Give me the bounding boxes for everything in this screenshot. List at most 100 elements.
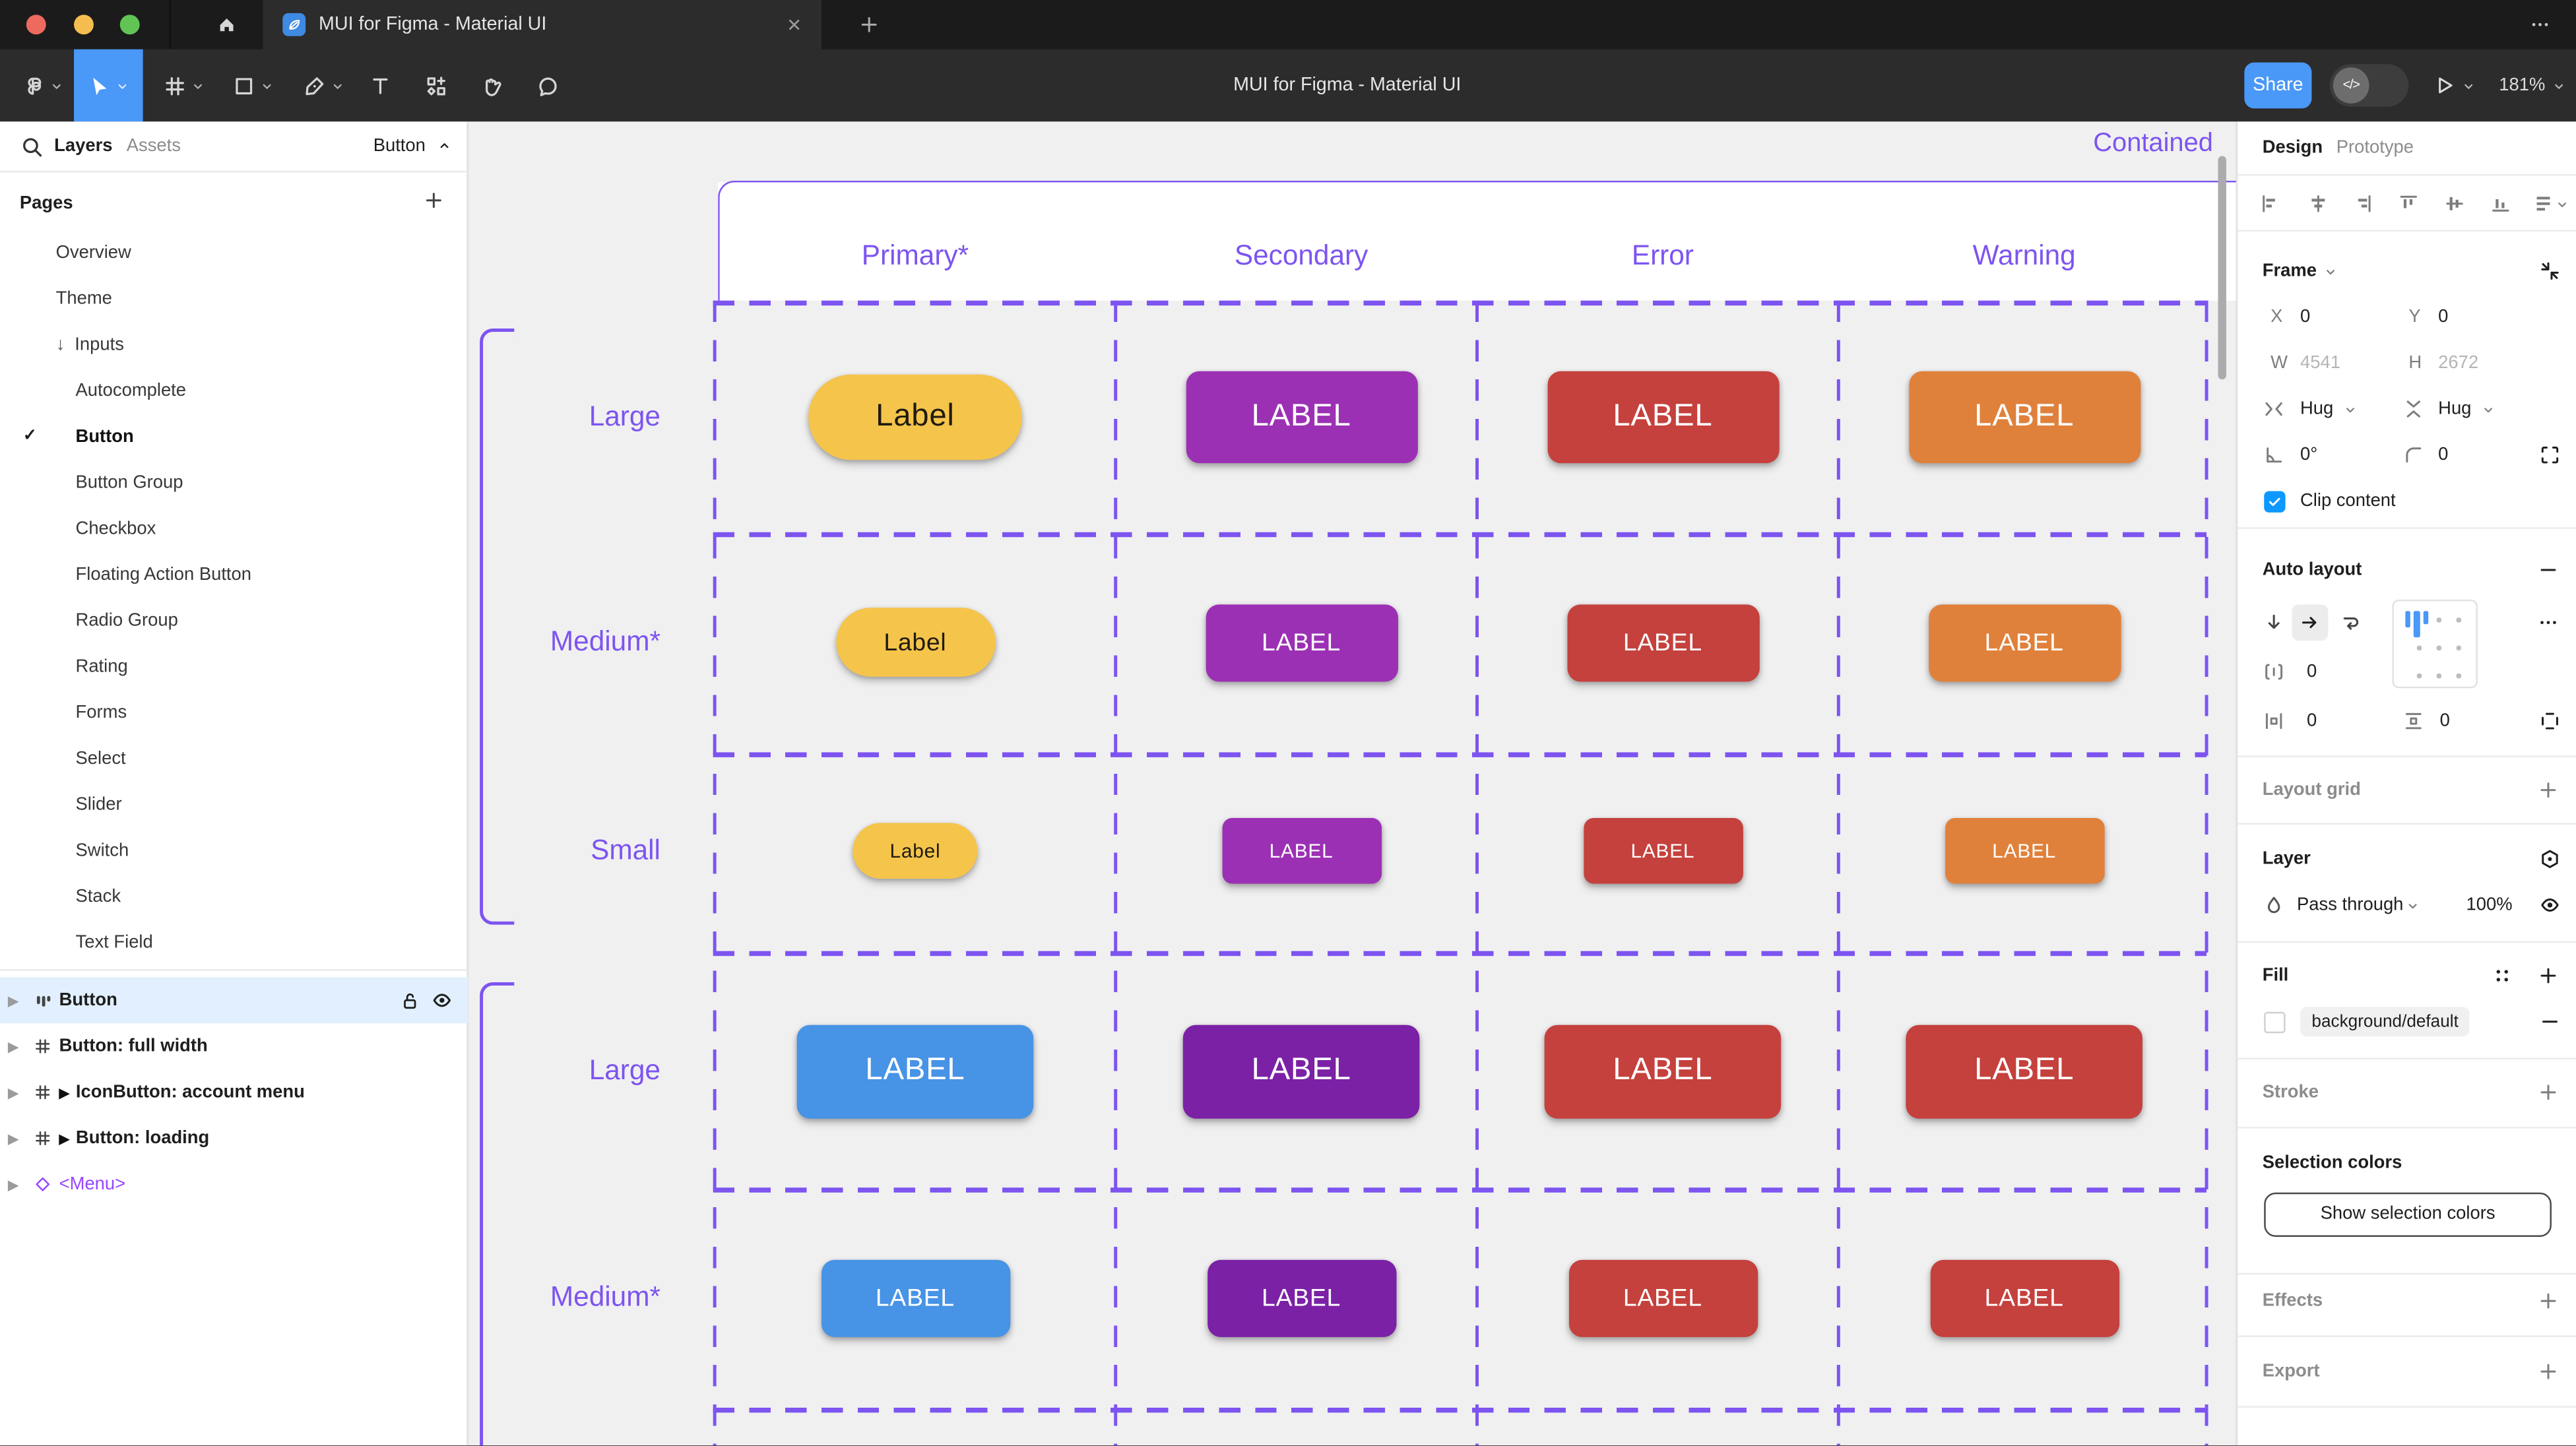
- add-layout-grid-icon[interactable]: [2538, 780, 2558, 800]
- expand-caret-icon[interactable]: ▶: [8, 1131, 18, 1146]
- page-item-inputs[interactable]: ↓ Inputs: [0, 322, 468, 368]
- canvas-button-secondary-4[interactable]: LABEL: [1182, 1024, 1420, 1118]
- collapse-frame-icon[interactable]: [2540, 261, 2560, 281]
- alignment-grid[interactable]: [2392, 599, 2478, 689]
- canvas-button-warning-5[interactable]: LABEL: [1929, 1259, 2119, 1336]
- hand-tool-button[interactable]: [467, 49, 516, 122]
- fill-swatch[interactable]: [2264, 1011, 2286, 1032]
- fill-style-chip[interactable]: background/default: [2300, 1007, 2470, 1037]
- chevron-down-icon[interactable]: [2323, 264, 2338, 278]
- traffic-light-close[interactable]: [26, 15, 46, 35]
- align-top-icon[interactable]: [2399, 194, 2418, 214]
- canvas-button-error-3[interactable]: LABEL: [1583, 818, 1743, 884]
- tab-prototype[interactable]: Prototype: [2336, 138, 2414, 158]
- canvas-button-warning-2[interactable]: LABEL: [1928, 604, 2121, 681]
- rotation-value[interactable]: 0°: [2300, 445, 2318, 465]
- x-value[interactable]: 0: [2300, 307, 2311, 327]
- tab-layers[interactable]: Layers: [54, 136, 113, 156]
- canvas-button-primary-3[interactable]: Label: [853, 823, 978, 879]
- eye-icon[interactable]: [432, 990, 452, 1010]
- layer-row--menu-[interactable]: ▶ <Menu>: [0, 1161, 468, 1207]
- blend-mode-value[interactable]: Pass through: [2297, 895, 2404, 915]
- page-item-stack[interactable]: Stack: [0, 874, 468, 920]
- y-value[interactable]: 0: [2438, 307, 2449, 327]
- frame-tool-button[interactable]: [153, 49, 216, 122]
- expand-caret-icon[interactable]: ▶: [8, 993, 18, 1008]
- unlock-icon[interactable]: [401, 990, 419, 1010]
- canvas-button-secondary-3[interactable]: LABEL: [1221, 818, 1381, 884]
- canvas-button-warning-1[interactable]: LABEL: [1908, 371, 2141, 464]
- align-bottom-icon[interactable]: [2491, 194, 2511, 214]
- individual-padding-icon[interactable]: [2540, 711, 2560, 731]
- page-item-overview[interactable]: Overview: [0, 230, 468, 276]
- add-effect-icon[interactable]: [2538, 1291, 2558, 1311]
- canvas-button-warning-4[interactable]: LABEL: [1906, 1024, 2142, 1118]
- traffic-light-minimize[interactable]: [74, 15, 94, 35]
- align-vertical-center-icon[interactable]: [2445, 194, 2464, 214]
- tab-assets[interactable]: Assets: [126, 136, 181, 156]
- blend-mode-icon[interactable]: [2540, 849, 2560, 869]
- align-horizontal-center-icon[interactable]: [2308, 194, 2328, 214]
- tab-design[interactable]: Design: [2262, 138, 2323, 158]
- direction-right-icon[interactable]: [2300, 613, 2320, 633]
- add-fill-icon[interactable]: [2538, 966, 2558, 986]
- page-item-button[interactable]: ✓ Button: [0, 414, 468, 460]
- independent-corners-icon[interactable]: [2540, 445, 2560, 465]
- grid-dot[interactable]: [2456, 673, 2461, 678]
- eye-icon[interactable]: [2540, 895, 2560, 915]
- grid-dot[interactable]: [2456, 617, 2461, 622]
- close-tab-icon[interactable]: ✕: [787, 15, 802, 36]
- canvas[interactable]: Contained Primary* Secondary Error Warning …: [468, 121, 2236, 1446]
- direction-down-icon[interactable]: [2264, 613, 2284, 633]
- horizontal-padding-value[interactable]: 0: [2306, 711, 2317, 732]
- clip-content-checkbox[interactable]: [2264, 490, 2286, 512]
- grid-dot[interactable]: [2436, 673, 2441, 678]
- page-item-checkbox[interactable]: Checkbox: [0, 506, 468, 552]
- canvas-button-error-2[interactable]: LABEL: [1566, 604, 1759, 681]
- chevron-down-icon[interactable]: [2343, 402, 2358, 416]
- canvas-scrollbar[interactable]: [2218, 156, 2226, 380]
- opacity-value[interactable]: 100%: [2466, 895, 2513, 915]
- text-tool-button[interactable]: [355, 49, 404, 122]
- share-button[interactable]: Share: [2244, 62, 2312, 109]
- canvas-button-error-5[interactable]: LABEL: [1568, 1259, 1758, 1336]
- h-value[interactable]: 2672: [2438, 353, 2479, 373]
- chevron-down-icon[interactable]: [2405, 898, 2420, 912]
- new-tab-button[interactable]: [841, 0, 897, 49]
- page-item-button-group[interactable]: Button Group: [0, 460, 468, 506]
- grid-dot[interactable]: [2436, 617, 2441, 622]
- expand-caret-icon[interactable]: ▶: [8, 1084, 18, 1100]
- page-item-autocomplete[interactable]: Autocomplete: [0, 368, 468, 414]
- layer-row-button-full-width[interactable]: ▶ Button: full width: [0, 1023, 468, 1069]
- frame-section-title[interactable]: Frame: [2262, 261, 2317, 281]
- canvas-button-primary-1[interactable]: Label: [808, 374, 1022, 460]
- gap-value[interactable]: 0: [2306, 662, 2317, 682]
- canvas-button-primary-4[interactable]: LABEL: [796, 1024, 1034, 1118]
- frame-title[interactable]: Contained: [2093, 129, 2213, 158]
- canvas-button-error-1[interactable]: LABEL: [1547, 371, 1779, 464]
- page-item-floating-action-button[interactable]: Floating Action Button: [0, 552, 468, 598]
- zoom-menu[interactable]: 181%: [2499, 49, 2566, 122]
- grid-dot[interactable]: [2436, 645, 2441, 650]
- page-item-rating[interactable]: Rating: [0, 644, 468, 690]
- pen-tool-button[interactable]: [292, 49, 355, 122]
- page-selector[interactable]: Button: [373, 136, 426, 156]
- hug-v-value[interactable]: Hug: [2438, 399, 2472, 419]
- align-left-icon[interactable]: [2261, 194, 2280, 214]
- styles-icon[interactable]: [2492, 966, 2512, 986]
- expand-caret-icon[interactable]: ▶: [8, 1177, 18, 1192]
- page-item-radio-group[interactable]: Radio Group: [0, 598, 468, 644]
- align-right-icon[interactable]: [2353, 194, 2373, 214]
- page-item-slider[interactable]: Slider: [0, 782, 468, 828]
- page-item-text-field[interactable]: Text Field: [0, 920, 468, 966]
- auto-layout-more-icon[interactable]: [2538, 613, 2558, 633]
- dev-mode-toggle[interactable]: </>: [2329, 64, 2409, 107]
- add-stroke-icon[interactable]: [2538, 1083, 2558, 1102]
- home-button[interactable]: [192, 0, 261, 49]
- grid-dot[interactable]: [2456, 645, 2461, 650]
- corner-radius-value[interactable]: 0: [2438, 445, 2449, 465]
- add-page-icon[interactable]: [417, 184, 450, 217]
- resources-tool-button[interactable]: [411, 49, 461, 122]
- present-button[interactable]: [2435, 49, 2476, 122]
- canvas-button-primary-2[interactable]: Label: [835, 608, 995, 677]
